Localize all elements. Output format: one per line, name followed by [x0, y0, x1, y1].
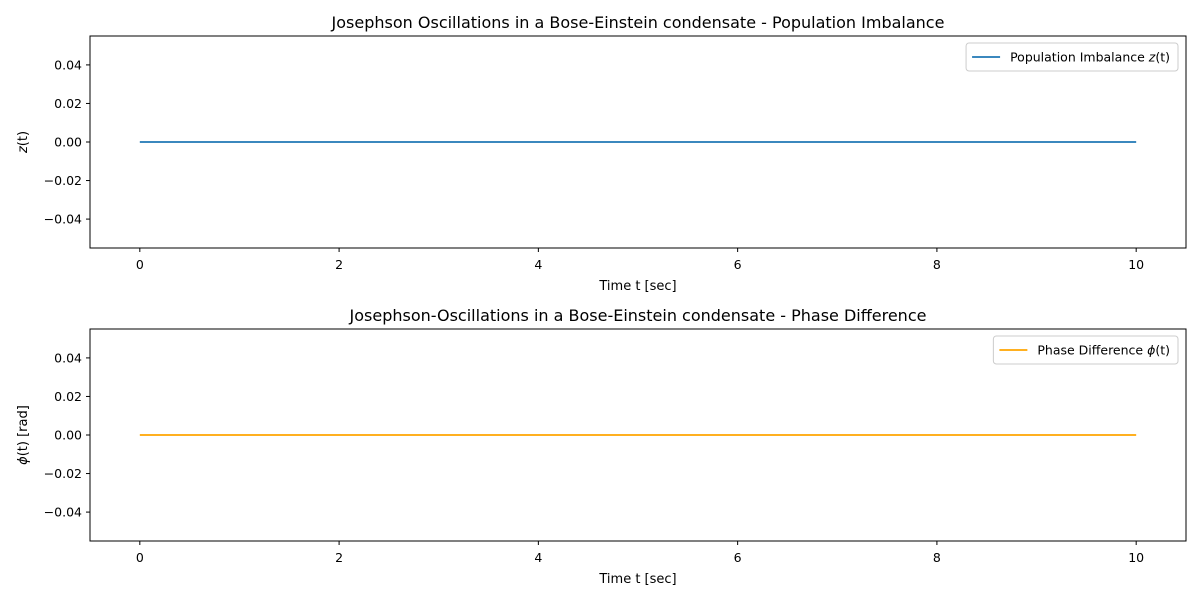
x-tick-label: 4 [534, 550, 542, 565]
x-tick-label: 10 [1128, 257, 1144, 272]
x-tick-label: 10 [1128, 550, 1144, 565]
x-axis-label: Time t [sec] [598, 572, 676, 587]
y-tick-label: −0.04 [44, 212, 82, 227]
y-tick-label: 0.00 [54, 135, 82, 150]
chart-panel-2: 0 2 4 6 8 10 −0.04 −0.02 0.00 0.02 0.04 Josephson-O… [16, 306, 1187, 587]
chart-panel-1: 0 2 4 6 8 10 −0.04 −0.02 0.00 0.02 0.04 Josephson O… [16, 13, 1187, 294]
y-tick-label: 0.04 [54, 57, 82, 72]
x-tick-label: 6 [734, 257, 742, 272]
x-tick-label: 8 [933, 550, 941, 565]
x-tick-label: 2 [335, 257, 343, 272]
y-tick-label: 0.04 [54, 350, 82, 365]
legend-box [965, 42, 1179, 72]
chart-title: Josephson-Oscillations in a Bose-Einstei… [349, 306, 927, 325]
x-tick-label: 0 [136, 550, 144, 565]
y-axis-label: z(t) [16, 131, 31, 154]
legend-box [992, 335, 1179, 365]
legend: Population Imbalance z(t) [965, 42, 1179, 72]
y-tick-label: 0.02 [54, 389, 82, 404]
legend-label: Phase Difference ϕ(t) [1037, 343, 1170, 358]
y-tick-label: −0.02 [44, 173, 82, 188]
y-tick-label: −0.04 [44, 505, 82, 520]
legend-label: Population Imbalance z(t) [1010, 50, 1170, 65]
x-tick-label: 8 [933, 257, 941, 272]
x-tick-label: 6 [734, 550, 742, 565]
y-tick-label: 0.02 [54, 96, 82, 111]
y-tick-label: 0.00 [54, 428, 82, 443]
y-tick-label: −0.02 [44, 466, 82, 481]
x-tick-label: 2 [335, 550, 343, 565]
y-axis-label: ϕ(t) [rad] [16, 405, 31, 465]
chart-title: Josephson Oscillations in a Bose-Einstei… [331, 13, 945, 32]
x-tick-label: 4 [534, 257, 542, 272]
legend: Phase Difference ϕ(t) [992, 335, 1179, 365]
x-axis-label: Time t [sec] [598, 279, 676, 294]
x-tick-label: 0 [136, 257, 144, 272]
